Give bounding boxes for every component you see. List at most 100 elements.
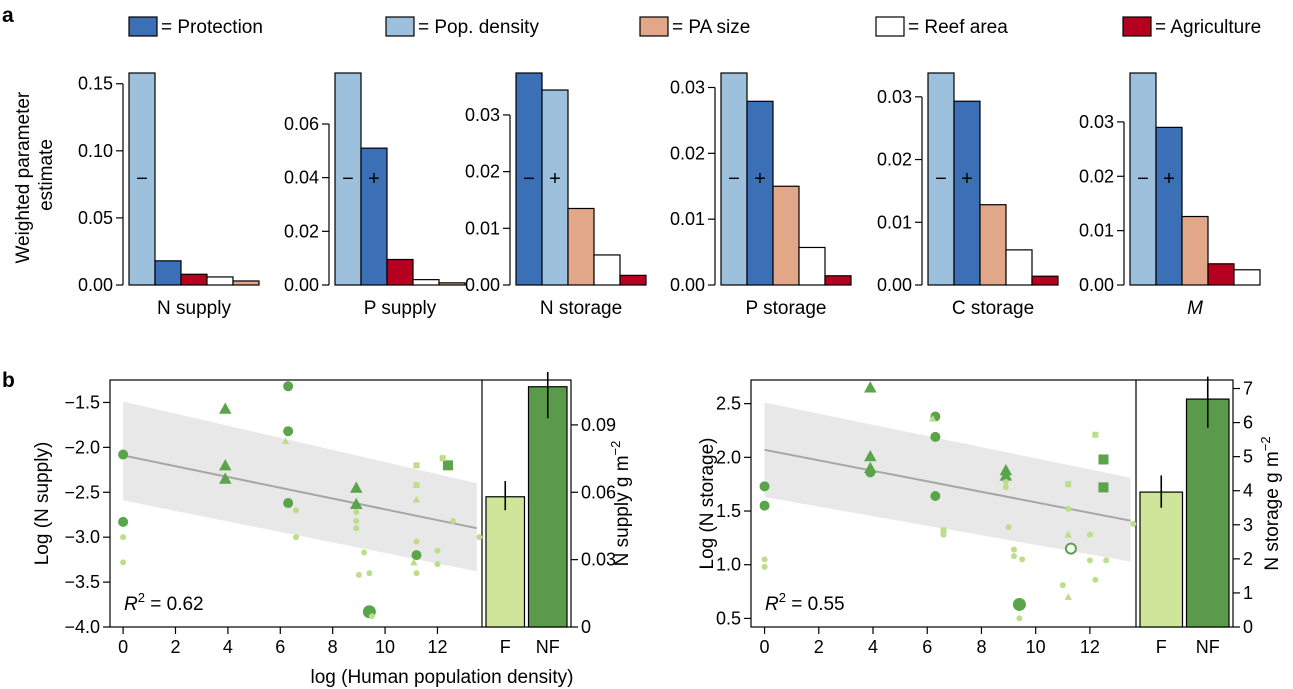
- group-bar: [485, 496, 526, 628]
- sign-label: −: [342, 168, 354, 190]
- y-tick-label: 0.05: [78, 208, 113, 228]
- y-tick-label: 0.03: [1079, 112, 1114, 132]
- r-squared-annotation: R2 = 0.62: [124, 590, 204, 615]
- bar: [438, 282, 466, 286]
- bar-chart-c-storage: 0.00 0.01 0.02 0.03 − + C storage: [877, 72, 1059, 319]
- y-tick-label: 0.5: [716, 608, 741, 628]
- y-tick-label: 0.02: [670, 143, 705, 163]
- x-tick-label: 0: [118, 637, 128, 657]
- legend-swatch: [385, 16, 415, 37]
- r-value: = 0.55: [786, 594, 845, 615]
- data-point-circle: [1064, 542, 1077, 555]
- bar: [334, 72, 362, 286]
- plot-frame: [109, 379, 572, 628]
- data-point-circle: [293, 534, 299, 541]
- bar-category-label: F: [1156, 637, 1167, 657]
- bar: [541, 89, 569, 286]
- data-point-circle: [1010, 553, 1017, 560]
- bar: [360, 147, 388, 286]
- y-tick-label: 0.00: [877, 275, 912, 295]
- legend-label: = PA size: [672, 17, 750, 38]
- data-point-square: [442, 460, 453, 471]
- chart-title: N storage: [540, 298, 622, 319]
- data-point-circle: [1012, 597, 1026, 611]
- bar: [232, 280, 260, 286]
- y-axis-title-a-line2: estimate: [36, 139, 57, 211]
- data-point-circle: [353, 525, 360, 532]
- data-point-circle: [940, 531, 947, 538]
- bar: [1155, 126, 1183, 286]
- data-point-circle: [434, 547, 441, 554]
- right-y-tick-label: 0.03: [581, 550, 616, 570]
- data-point-circle: [1086, 531, 1093, 538]
- right-y-tick-label: 1: [1243, 583, 1253, 603]
- y-tick-label: −4.0: [64, 617, 100, 637]
- bar: [798, 246, 826, 286]
- bar: [619, 274, 647, 286]
- x-tick-label: 10: [1026, 637, 1046, 657]
- data-point-triangle: [864, 381, 877, 393]
- y-tick-label: −1.5: [64, 392, 100, 412]
- x-tick-label: 0: [760, 637, 770, 657]
- right-y-tick-label: 6: [1243, 413, 1253, 433]
- y-tick-label: 2.5: [716, 394, 741, 414]
- y-tick-label: 0.02: [284, 221, 319, 241]
- y-tick-label: 0.01: [465, 218, 500, 238]
- legend: = Protection = Pop. density = PA size = Ree…: [128, 16, 1261, 38]
- panel-label-b: b: [2, 369, 15, 392]
- y-tick-label: 0.01: [670, 209, 705, 229]
- y-axis-title-a: Weighted parameter estimate: [13, 86, 57, 263]
- sign-label: −: [728, 168, 740, 190]
- data-point-circle: [434, 561, 441, 568]
- right-y-tick-label: 0.09: [581, 415, 616, 435]
- group-bar: [1139, 491, 1184, 628]
- x-tick-label: 6: [275, 637, 285, 657]
- x-tick-label: 10: [375, 637, 395, 657]
- bar: [979, 204, 1007, 286]
- data-point-circle: [283, 381, 294, 392]
- data-point-circle: [120, 559, 127, 566]
- data-point-triangle: [999, 469, 1013, 481]
- data-point-circle: [1016, 615, 1023, 622]
- data-point-circle: [1010, 546, 1017, 553]
- r-value: = 0.62: [145, 594, 204, 615]
- data-point-circle: [1065, 505, 1072, 512]
- data-point-triangle: [281, 437, 290, 445]
- bar: [515, 72, 543, 286]
- data-point-circle: [1059, 582, 1066, 589]
- right-y-tick-label: 4: [1243, 481, 1253, 501]
- right-y-axis-title: N storage g m−2: [1258, 436, 1283, 570]
- r-symbol: R: [124, 594, 138, 615]
- data-point-circle: [366, 570, 373, 577]
- panel-a-bar-charts: 0.000.050.100.15−N supply0.000.020.040.0…: [78, 72, 1261, 319]
- x-tick-label: 4: [868, 637, 878, 657]
- y-tick-label: 0.00: [78, 275, 113, 295]
- y-axis-title-a-line1: Weighted parameter: [13, 91, 34, 263]
- data-point-circle: [450, 518, 457, 525]
- right-y-axis-title-sup: −2: [1258, 436, 1273, 451]
- y-tick-label: 0.02: [877, 150, 912, 170]
- y-tick-label: 1.5: [716, 501, 741, 521]
- r-superscript: 2: [138, 590, 145, 605]
- x-tick-label: 8: [976, 637, 986, 657]
- data-point-circle: [413, 538, 420, 545]
- data-point-circle: [1130, 520, 1137, 527]
- data-point-circle: [1103, 557, 1110, 564]
- r-symbol: R: [765, 594, 779, 615]
- bar: [1233, 269, 1261, 286]
- y-tick-label: 0.03: [670, 77, 705, 97]
- bar: [206, 276, 234, 286]
- x-axis-title-b: log (Human population density): [311, 667, 574, 688]
- bar-chart-p-storage: 0.00 0.01 0.02 0.03 − + P storage: [670, 72, 852, 319]
- bar: [824, 275, 852, 286]
- data-point-square: [439, 455, 446, 462]
- bar: [154, 260, 182, 286]
- data-point-circle: [1019, 556, 1026, 563]
- data-point-triangle: [1064, 593, 1072, 600]
- data-point-square: [413, 462, 420, 469]
- x-tick-label: 2: [170, 637, 180, 657]
- y-tick-label: 2.0: [716, 447, 741, 467]
- bar: [1207, 263, 1235, 286]
- bar: [180, 273, 208, 286]
